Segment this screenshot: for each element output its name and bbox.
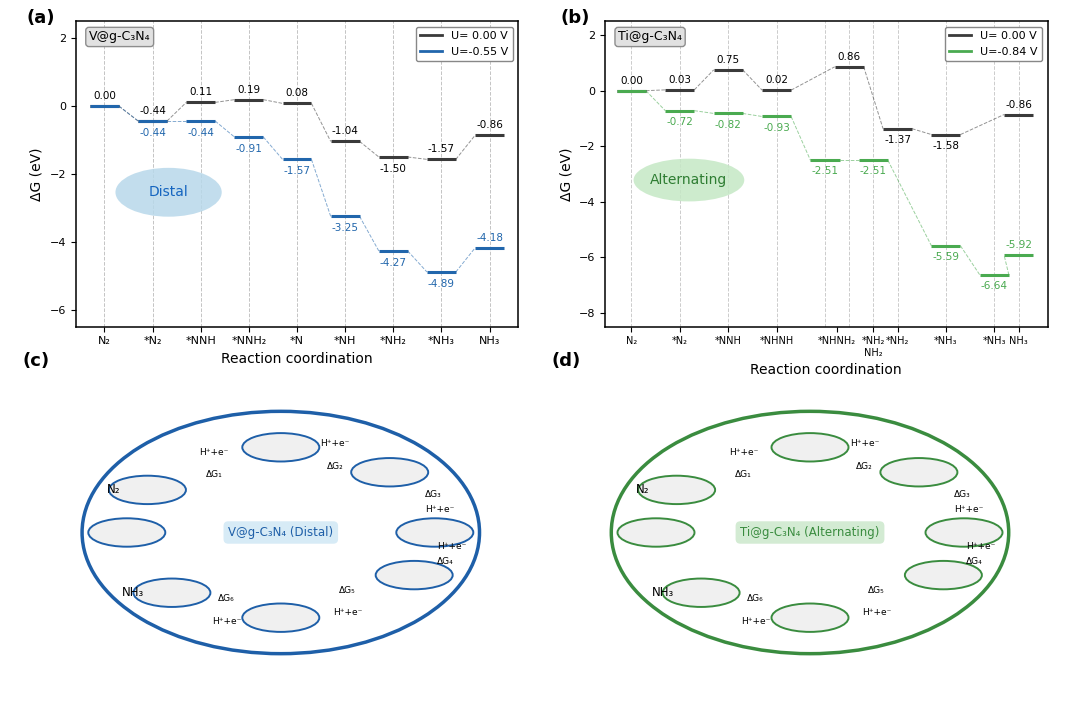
Text: H⁺+e⁻: H⁺+e⁻ — [741, 616, 770, 626]
Text: -1.50: -1.50 — [380, 164, 407, 174]
Text: -0.72: -0.72 — [666, 116, 693, 127]
Text: Ti@g-C₃N₄: Ti@g-C₃N₄ — [618, 31, 683, 43]
Text: ΔG₅: ΔG₅ — [868, 586, 886, 594]
Text: ΔG₄: ΔG₄ — [437, 557, 454, 566]
Text: -0.44: -0.44 — [139, 128, 166, 138]
Text: (d): (d) — [552, 352, 581, 370]
Text: ΔG₁: ΔG₁ — [734, 471, 752, 479]
Ellipse shape — [905, 561, 982, 589]
Ellipse shape — [638, 476, 715, 504]
Text: -1.57: -1.57 — [428, 144, 455, 154]
Text: H⁺+e⁻: H⁺+e⁻ — [850, 439, 879, 449]
Text: -0.44: -0.44 — [187, 128, 214, 138]
Ellipse shape — [771, 433, 849, 462]
Ellipse shape — [89, 518, 165, 547]
Ellipse shape — [396, 518, 473, 547]
Text: H⁺+e⁻: H⁺+e⁻ — [954, 506, 983, 515]
Text: Ti@g-C₃N₄ (Alternating): Ti@g-C₃N₄ (Alternating) — [740, 526, 880, 539]
Text: -0.44: -0.44 — [139, 106, 166, 116]
Text: (b): (b) — [561, 9, 590, 27]
Text: 0.11: 0.11 — [189, 87, 213, 97]
Ellipse shape — [663, 579, 740, 607]
Text: N₂: N₂ — [636, 484, 649, 496]
Ellipse shape — [880, 458, 957, 486]
Text: H⁺+e⁻: H⁺+e⁻ — [333, 608, 362, 617]
Text: H⁺+e⁻: H⁺+e⁻ — [212, 616, 241, 626]
Text: 0.86: 0.86 — [838, 52, 861, 62]
Text: H⁺+e⁻: H⁺+e⁻ — [200, 448, 229, 457]
Text: -3.25: -3.25 — [332, 223, 359, 233]
Text: ΔG₆: ΔG₆ — [747, 594, 764, 604]
Text: -4.18: -4.18 — [476, 233, 503, 243]
Text: N₂: N₂ — [107, 484, 120, 496]
Text: -0.82: -0.82 — [715, 119, 742, 129]
Legend: U= 0.00 V, U=-0.84 V: U= 0.00 V, U=-0.84 V — [945, 27, 1042, 61]
Text: 0.08: 0.08 — [285, 88, 309, 98]
Text: -0.86: -0.86 — [1005, 99, 1032, 109]
Text: ΔG₂: ΔG₂ — [856, 462, 873, 471]
Legend: U= 0.00 V, U=-0.55 V: U= 0.00 V, U=-0.55 V — [416, 27, 513, 61]
Text: 0.75: 0.75 — [717, 55, 740, 65]
Text: -5.92: -5.92 — [1005, 240, 1032, 250]
Text: -0.86: -0.86 — [476, 120, 503, 130]
Text: Distal: Distal — [149, 185, 189, 200]
Text: H⁺+e⁻: H⁺+e⁻ — [967, 542, 996, 551]
Text: H⁺+e⁻: H⁺+e⁻ — [424, 506, 454, 515]
Text: NH₃: NH₃ — [122, 586, 145, 599]
Text: (a): (a) — [27, 9, 55, 27]
X-axis label: Reaction coordination: Reaction coordination — [221, 352, 373, 366]
Text: ΔG₅: ΔG₅ — [339, 586, 356, 594]
Text: -0.91: -0.91 — [235, 143, 262, 154]
Text: ΔG₃: ΔG₃ — [954, 491, 971, 499]
Text: -2.51: -2.51 — [860, 166, 887, 177]
Ellipse shape — [116, 168, 221, 217]
Text: 0.00: 0.00 — [620, 76, 643, 86]
Ellipse shape — [611, 411, 1009, 654]
Text: ΔG₄: ΔG₄ — [967, 557, 983, 566]
Text: -1.57: -1.57 — [283, 166, 311, 176]
Text: H⁺+e⁻: H⁺+e⁻ — [862, 608, 891, 617]
Ellipse shape — [771, 604, 849, 632]
Text: -6.64: -6.64 — [981, 281, 1008, 291]
Text: -1.04: -1.04 — [332, 126, 359, 136]
Text: 0.00: 0.00 — [93, 91, 116, 101]
Text: -2.51: -2.51 — [811, 166, 838, 177]
Text: -4.27: -4.27 — [380, 258, 407, 268]
Text: -1.37: -1.37 — [885, 135, 912, 145]
Ellipse shape — [376, 561, 453, 589]
Text: V@g-C₃N₄: V@g-C₃N₄ — [89, 31, 150, 43]
Ellipse shape — [926, 518, 1002, 547]
Text: -0.93: -0.93 — [764, 123, 791, 133]
Text: ΔG₁: ΔG₁ — [205, 471, 222, 479]
Text: H⁺+e⁻: H⁺+e⁻ — [437, 542, 467, 551]
Ellipse shape — [109, 476, 186, 504]
Ellipse shape — [134, 579, 211, 607]
Text: NH₃: NH₃ — [651, 586, 674, 599]
Text: -4.89: -4.89 — [428, 279, 455, 289]
Text: ΔG₆: ΔG₆ — [218, 594, 234, 604]
Text: -1.58: -1.58 — [932, 141, 959, 151]
Text: H⁺+e⁻: H⁺+e⁻ — [729, 448, 758, 457]
Text: ΔG₂: ΔG₂ — [327, 462, 343, 471]
Text: V@g-C₃N₄ (Distal): V@g-C₃N₄ (Distal) — [228, 526, 334, 539]
Text: H⁺+e⁻: H⁺+e⁻ — [321, 439, 350, 449]
Text: 0.03: 0.03 — [669, 75, 691, 85]
X-axis label: Reaction coordination: Reaction coordination — [751, 364, 902, 378]
Ellipse shape — [351, 458, 428, 486]
Text: (c): (c) — [23, 352, 50, 370]
Text: -5.59: -5.59 — [932, 252, 959, 262]
Ellipse shape — [242, 604, 320, 632]
Y-axis label: ΔG (eV): ΔG (eV) — [30, 147, 44, 201]
Ellipse shape — [242, 433, 320, 462]
Ellipse shape — [634, 159, 744, 202]
Y-axis label: ΔG (eV): ΔG (eV) — [559, 147, 573, 201]
Text: ΔG₃: ΔG₃ — [424, 491, 442, 499]
Ellipse shape — [618, 518, 694, 547]
Text: 0.02: 0.02 — [765, 75, 788, 85]
Ellipse shape — [82, 411, 480, 654]
Text: 0.19: 0.19 — [238, 84, 260, 94]
Text: Alternating: Alternating — [650, 173, 728, 187]
